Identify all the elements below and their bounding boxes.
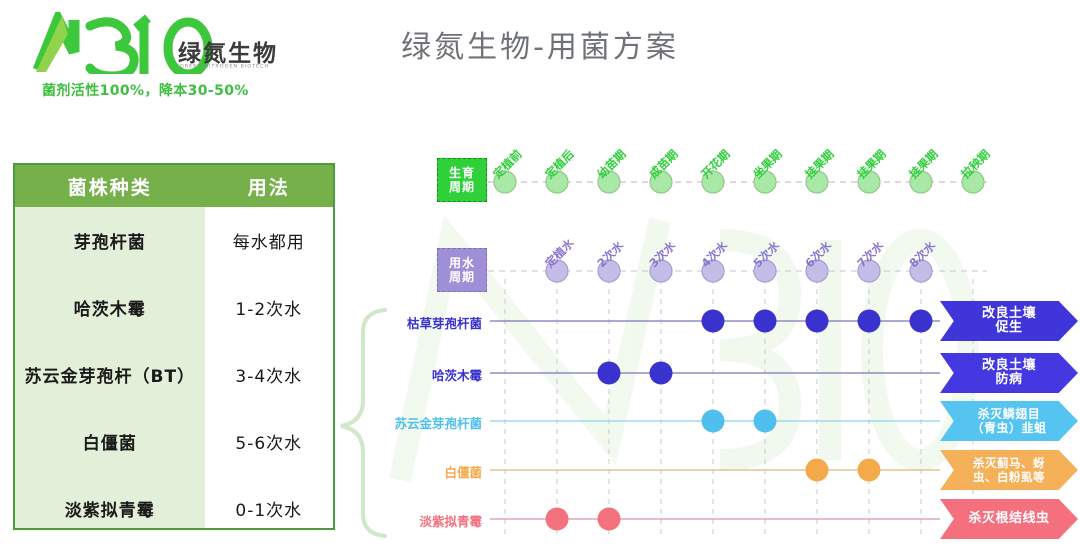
effect-arrow-line: 虫、白粉虱等	[973, 470, 1045, 484]
table-cell-strain: 芽孢杆菌	[15, 207, 205, 274]
effect-arrow-5: 杀灭根结线虫	[940, 499, 1078, 539]
microbe-row-label-2: 哈茨木霉	[431, 368, 482, 383]
table-row: 苏云金芽孢杆（BT） 3-4次水	[15, 341, 333, 408]
effect-arrow-text: 杀灭根结线虫	[968, 512, 1049, 526]
page-title: 绿氮生物-用菌方案	[401, 30, 679, 65]
water-cycle-badge: 用水 周期	[437, 248, 487, 292]
growth-badge-line2: 周期	[448, 180, 475, 194]
table-cell-strain: 苏云金芽孢杆（BT）	[15, 341, 205, 408]
effect-arrow-line: 改良土壤	[981, 306, 1036, 321]
table-header-row: 菌株种类 用法	[15, 165, 333, 207]
table-header-strain: 菌株种类	[15, 165, 205, 207]
brand-logo: 绿氮生物 GREEN NITROGEN BIOTECH 菌剂活性100%，降本3…	[28, 12, 358, 102]
effect-arrow-line: （青虫）韭蛆	[971, 421, 1047, 435]
effect-arrow-3: 杀灭鳞翅目 （青虫）韭蛆	[940, 401, 1078, 441]
table-header-usage: 用法	[204, 165, 333, 207]
effect-arrow-line: 防病	[995, 372, 1023, 387]
growth-cycle-badge: 生育 周期	[437, 158, 487, 202]
strain-usage-table: 菌株种类 用法 芽孢杆菌 每水都用 哈茨木霉 1-2次水 苏云金芽孢杆（BT） 3-4次水…	[13, 163, 335, 530]
effect-arrow-1: 改良土壤 促生	[940, 301, 1078, 341]
table-cell-usage: 5-6次水	[204, 408, 333, 475]
effect-arrow-line: 杀灭蓟马、蚜	[973, 456, 1045, 470]
effect-arrow-2: 改良土壤 防病	[940, 353, 1078, 393]
microbe-row-label-4: 白僵菌	[444, 465, 482, 480]
growth-badge-line1: 生育	[448, 166, 475, 180]
effect-arrow-text: 杀灭蓟马、蚜 虫、白粉虱等	[973, 456, 1045, 484]
logo-slogan: 菌剂活性100%，降本30-50%	[42, 83, 249, 99]
table-cell-usage: 每水都用	[204, 207, 333, 274]
microbe-row-label-5: 淡紫拟青霉	[419, 514, 482, 529]
table-row: 哈茨木霉 1-2次水	[15, 274, 333, 341]
table-body: 芽孢杆菌 每水都用 哈茨木霉 1-2次水 苏云金芽孢杆（BT） 3-4次水 白僵菌 5-6次水…	[15, 207, 333, 528]
table-cell-usage: 3-4次水	[204, 341, 333, 408]
table-cell-strain: 哈茨木霉	[15, 274, 205, 341]
logo-chinese-name: 绿氮生物	[178, 41, 278, 67]
effect-arrow-line: 杀灭鳞翅目	[977, 407, 1041, 421]
effect-arrow-4: 杀灭蓟马、蚜 虫、白粉虱等	[940, 450, 1078, 490]
table-row: 白僵菌 5-6次水	[15, 408, 333, 475]
logo-mark-icon	[32, 12, 213, 74]
table-cell-strain: 白僵菌	[15, 408, 205, 475]
effect-arrow-line: 杀灭根结线虫	[968, 511, 1050, 526]
logo-english-name: GREEN NITROGEN BIOTECH	[180, 64, 270, 70]
table-row: 淡紫拟青霉 0-1次水	[15, 475, 333, 528]
water-badge-line2: 周期	[448, 270, 475, 284]
effect-arrow-line: 改良土壤	[981, 358, 1036, 373]
microbe-row-label-1: 枯草芽孢杆菌	[406, 316, 482, 331]
table-cell-usage: 1-2次水	[204, 274, 333, 341]
effect-arrow-text: 杀灭鳞翅目 （青虫）韭蛆	[971, 407, 1046, 435]
table-cell-usage: 0-1次水	[204, 475, 333, 528]
effect-arrow-line: 促生	[995, 320, 1023, 335]
effect-arrow-text: 改良土壤 促生	[982, 307, 1036, 335]
table-cell-strain: 淡紫拟青霉	[15, 475, 205, 528]
water-badge-line1: 用水	[448, 256, 475, 270]
table-row: 芽孢杆菌 每水都用	[15, 207, 333, 274]
effect-arrow-text: 改良土壤 防病	[982, 359, 1036, 387]
microbe-row-label-3: 苏云金芽孢杆菌	[394, 416, 482, 431]
